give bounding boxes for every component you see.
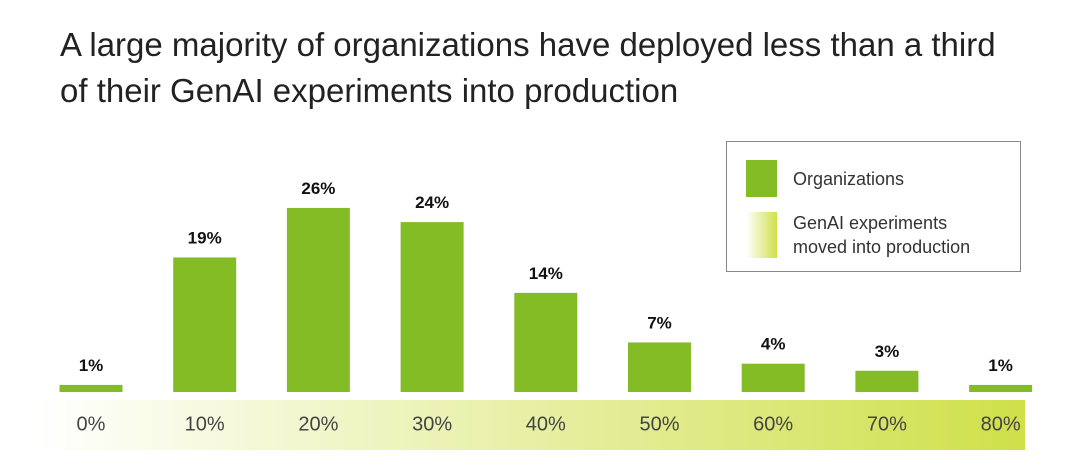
bar [628, 342, 691, 392]
bar [514, 292, 578, 392]
x-tick-label: 50% [639, 413, 679, 435]
x-tick-label: 0% [77, 413, 106, 435]
value-label: 3% [875, 342, 900, 361]
legend-swatch [746, 212, 777, 258]
x-tick-label: 70% [867, 413, 907, 435]
value-label: 19% [188, 228, 222, 247]
legend-label: GenAI experiments moved into production [793, 213, 971, 257]
x-tick-label: 20% [298, 413, 338, 435]
x-tick-label: 40% [526, 413, 566, 435]
bar [969, 384, 1033, 392]
value-label: 24% [415, 193, 449, 212]
legend: Organizations GenAI experiments moved in… [726, 141, 1021, 272]
bar [173, 257, 237, 392]
value-label: 1% [79, 356, 104, 375]
value-label: 1% [988, 356, 1013, 375]
legend-label: Organizations [793, 169, 905, 189]
bar [741, 363, 805, 392]
x-tick-label: 10% [185, 413, 225, 435]
legend-swatch [746, 160, 777, 197]
chart-title: A large majority of organizations have d… [60, 26, 996, 109]
x-tick-label: 80% [981, 413, 1021, 435]
x-tick-label: 30% [412, 413, 452, 435]
bar [400, 222, 464, 392]
value-label: 7% [647, 313, 672, 332]
x-band [35, 400, 1025, 450]
x-tick-label: 60% [753, 413, 793, 435]
bar [59, 384, 123, 392]
bar [855, 370, 919, 392]
value-label: 4% [761, 335, 786, 354]
bar [286, 207, 350, 392]
value-label: 26% [301, 179, 335, 198]
value-label: 14% [529, 264, 563, 283]
